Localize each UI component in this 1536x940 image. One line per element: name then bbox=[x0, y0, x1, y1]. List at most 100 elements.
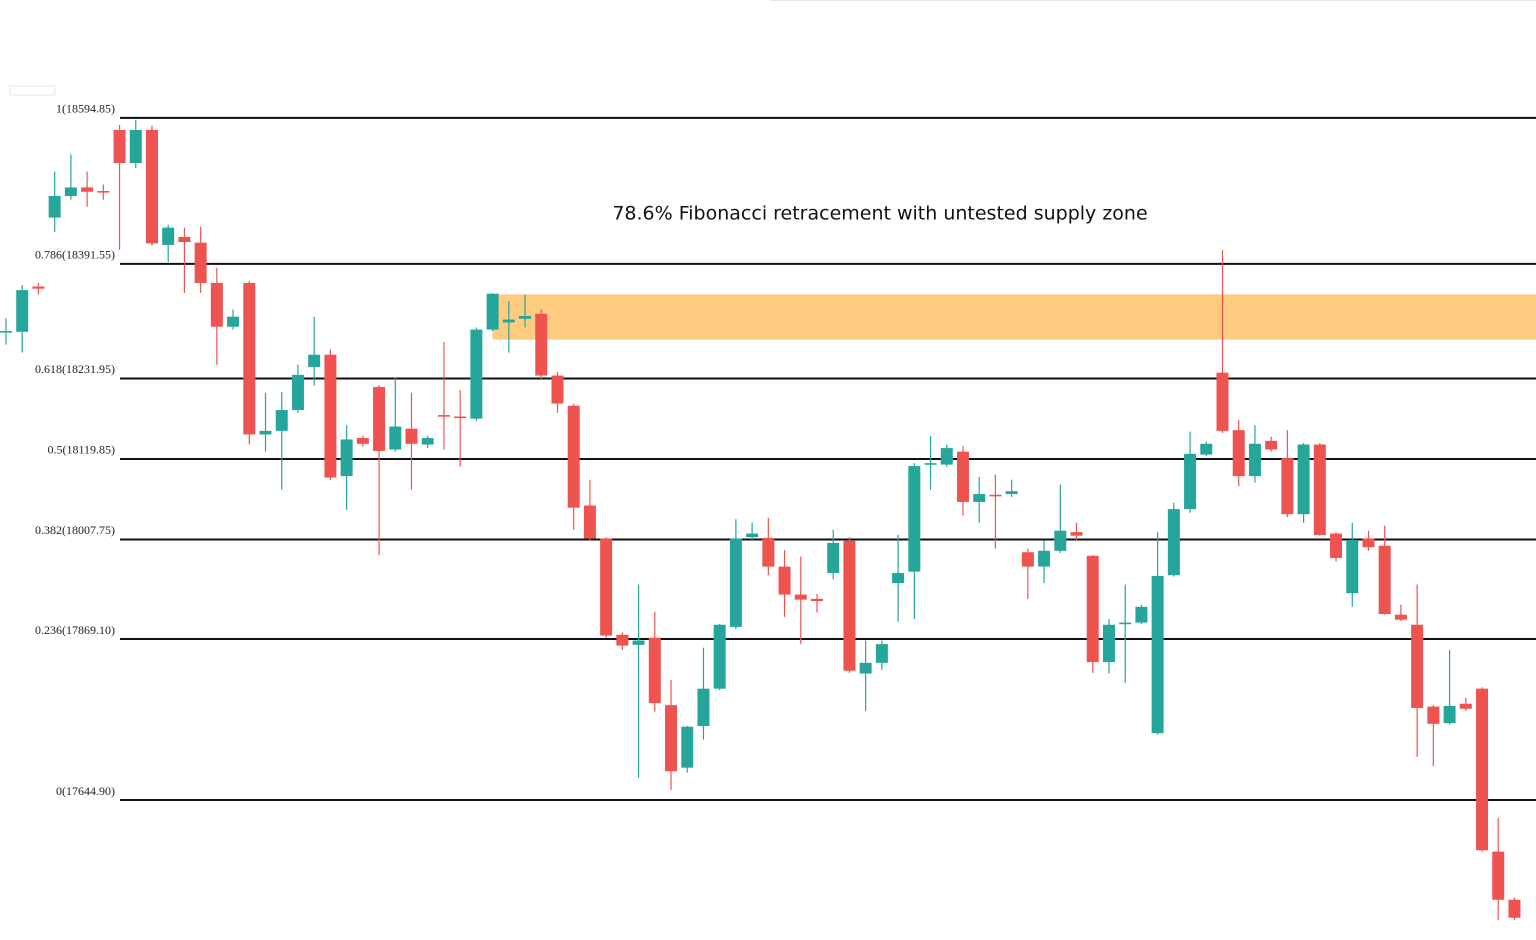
candle-body bbox=[1102, 624, 1115, 663]
candle-body bbox=[324, 354, 337, 478]
candle-body bbox=[81, 187, 94, 192]
candle-body bbox=[713, 624, 726, 689]
candle-body bbox=[454, 416, 467, 419]
candle-body bbox=[632, 640, 645, 645]
candle-body bbox=[16, 290, 29, 332]
candle-body bbox=[989, 494, 1002, 497]
candle-body bbox=[502, 319, 515, 323]
candle-body bbox=[1265, 440, 1278, 450]
candle-body bbox=[275, 410, 288, 431]
fib-level-label: 1(18594.85) bbox=[56, 102, 115, 116]
candle-body bbox=[0, 331, 12, 333]
candle-body bbox=[291, 374, 304, 411]
candle-body bbox=[145, 129, 158, 244]
candle-body bbox=[162, 227, 175, 245]
candle-body bbox=[1070, 532, 1083, 536]
candle-body bbox=[746, 533, 759, 538]
supply-zone bbox=[492, 294, 1536, 340]
candle-body bbox=[113, 129, 126, 164]
candle-body bbox=[1184, 453, 1197, 510]
fib-level-label: 0(17644.90) bbox=[56, 784, 115, 798]
candle-body bbox=[97, 191, 110, 193]
candle-body bbox=[1443, 705, 1456, 724]
candle-body bbox=[1086, 555, 1099, 663]
candle-body bbox=[1476, 688, 1489, 851]
candle-body bbox=[1135, 606, 1148, 623]
candle-body bbox=[616, 634, 629, 646]
candle-body bbox=[1005, 491, 1018, 495]
candle-body bbox=[1119, 622, 1132, 625]
fib-level-label: 0.5(18119.85) bbox=[47, 443, 115, 457]
candle-body bbox=[1330, 533, 1343, 558]
candle-body bbox=[1378, 545, 1391, 614]
candle-body bbox=[437, 415, 450, 417]
candle-body bbox=[259, 430, 272, 435]
candle-body bbox=[778, 566, 791, 595]
candle-body bbox=[600, 538, 613, 636]
candle-body bbox=[1508, 899, 1521, 918]
candle-body bbox=[924, 463, 937, 465]
candle-body bbox=[1313, 444, 1326, 535]
candle-body bbox=[697, 688, 710, 727]
candle-body bbox=[227, 316, 240, 327]
candle-body bbox=[1167, 509, 1180, 576]
candle-body bbox=[194, 242, 207, 283]
candle-body bbox=[535, 313, 548, 376]
candle-body bbox=[681, 726, 694, 768]
candle-body bbox=[1362, 538, 1375, 548]
candle-body bbox=[1394, 614, 1407, 620]
candle-body bbox=[956, 451, 969, 502]
candle-body bbox=[811, 598, 823, 602]
candle-body bbox=[178, 236, 191, 243]
candle-body bbox=[859, 662, 872, 674]
candle-body bbox=[1232, 430, 1245, 477]
candle-body bbox=[1248, 443, 1261, 477]
candle-body bbox=[1038, 550, 1051, 567]
candle-body bbox=[48, 196, 61, 218]
candle-body bbox=[64, 187, 77, 197]
candle-body bbox=[648, 637, 661, 704]
candle-body bbox=[1459, 703, 1472, 709]
candle-body bbox=[827, 542, 840, 574]
candle-body bbox=[486, 293, 499, 330]
candle-body bbox=[908, 466, 921, 572]
candle-body bbox=[1216, 372, 1229, 431]
fib-level-label: 0.618(18231.95) bbox=[35, 362, 115, 376]
candle-body bbox=[470, 329, 483, 419]
candle-body bbox=[356, 438, 369, 444]
candle-body bbox=[551, 375, 564, 404]
candle-body bbox=[1021, 552, 1034, 567]
candle-body bbox=[843, 540, 856, 671]
fib-level-label: 0.236(17869.10) bbox=[35, 623, 115, 637]
candle-body bbox=[210, 282, 223, 327]
candle-body bbox=[940, 448, 953, 465]
candle-body bbox=[1054, 530, 1067, 551]
candle-body bbox=[583, 505, 596, 539]
candle-body bbox=[405, 428, 418, 444]
candle-body bbox=[762, 537, 775, 567]
toolbar-stub bbox=[9, 85, 56, 96]
candle-body bbox=[32, 286, 45, 289]
candle-body bbox=[373, 387, 386, 451]
candle-body bbox=[389, 426, 402, 450]
chart-title: 78.6% Fibonacci retracement with unteste… bbox=[612, 203, 1147, 225]
candle-body bbox=[1346, 540, 1359, 594]
candle-body bbox=[875, 644, 888, 663]
candle-body bbox=[1411, 624, 1424, 709]
candle-body bbox=[129, 129, 142, 164]
fib-level-label: 0.786(18391.55) bbox=[35, 248, 115, 262]
candle-body bbox=[308, 354, 321, 367]
candle-body bbox=[794, 594, 807, 600]
candle-body bbox=[892, 573, 905, 584]
candle-body bbox=[421, 438, 434, 445]
candle-body bbox=[243, 282, 256, 435]
fib-level-label: 0.382(18007.75) bbox=[35, 523, 115, 537]
candle-body bbox=[973, 494, 986, 502]
candle-body bbox=[1297, 444, 1310, 515]
candle-body bbox=[340, 439, 353, 477]
candle-body bbox=[567, 405, 580, 508]
candle-body bbox=[519, 315, 532, 319]
candle-body bbox=[729, 538, 742, 627]
